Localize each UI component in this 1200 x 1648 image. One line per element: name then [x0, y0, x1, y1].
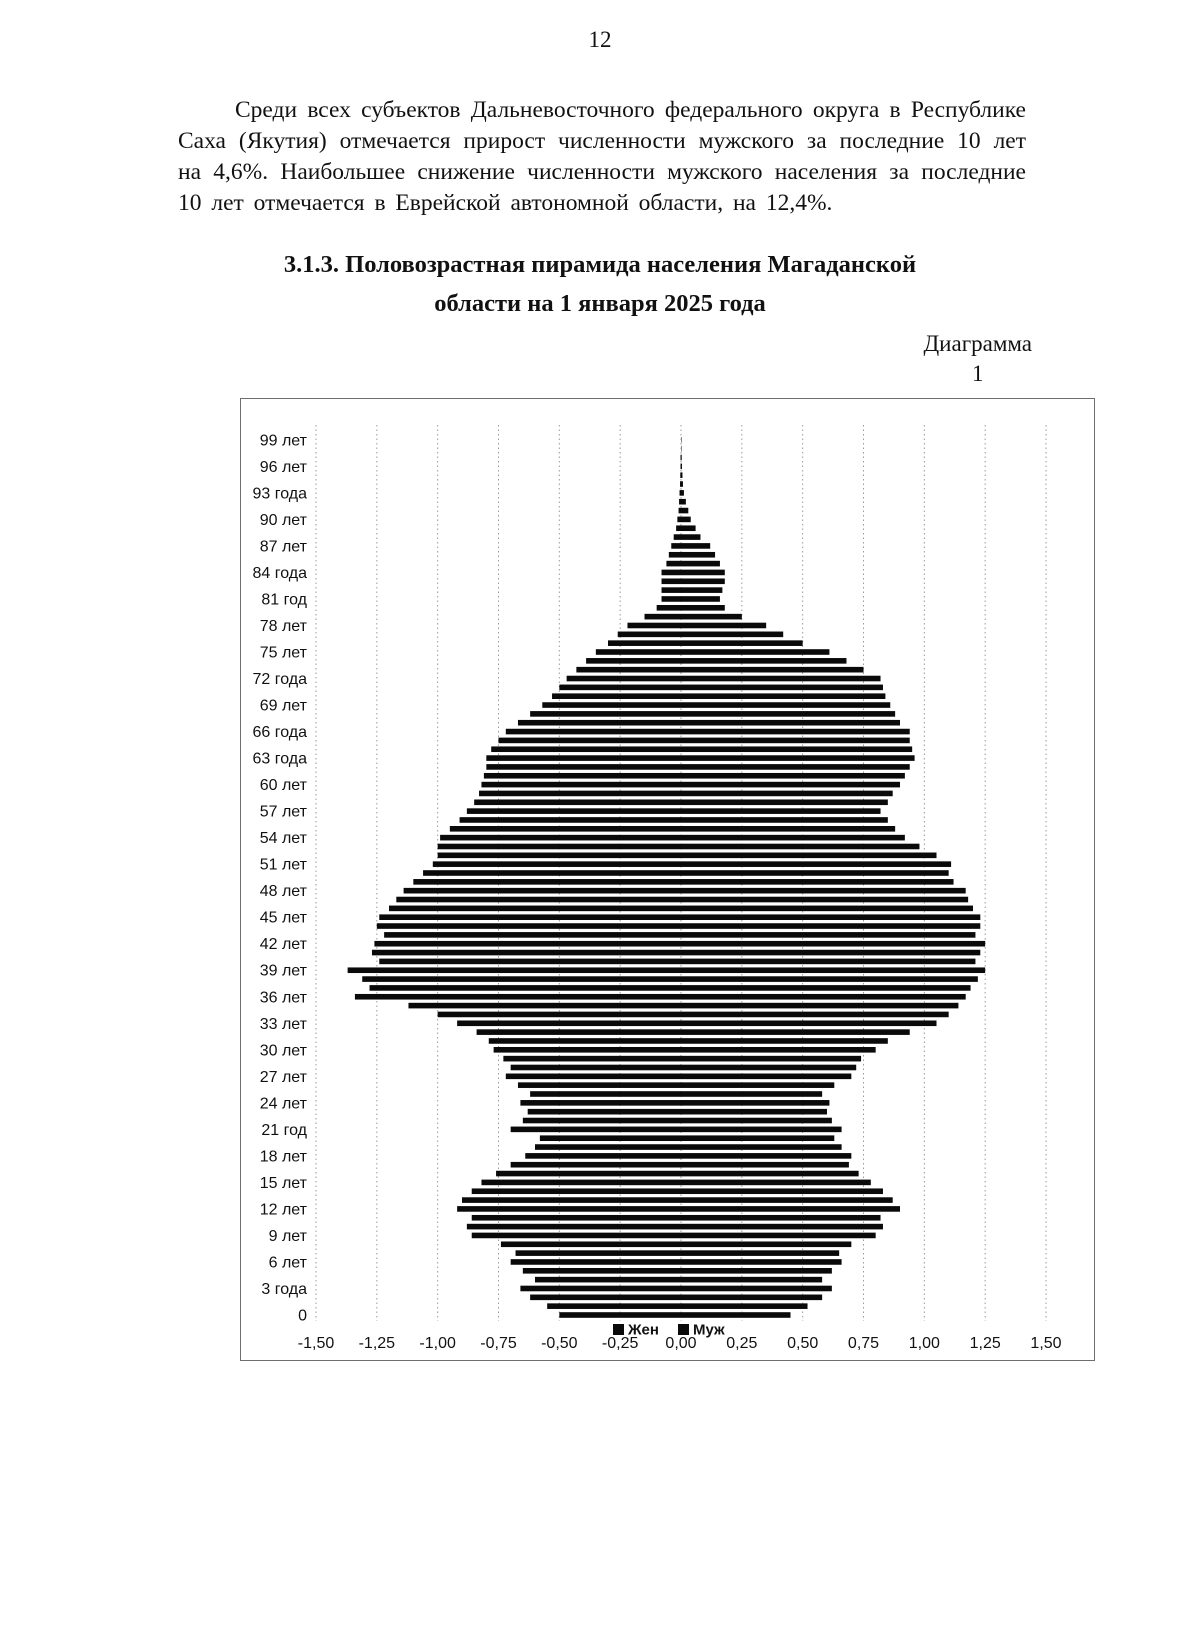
svg-text:-1,00: -1,00	[419, 1335, 456, 1352]
svg-text:48 лет: 48 лет	[260, 883, 308, 900]
svg-text:3 года: 3 года	[261, 1281, 307, 1298]
svg-text:-0,50: -0,50	[541, 1335, 578, 1352]
svg-text:15 лет: 15 лет	[260, 1175, 308, 1192]
svg-text:42 лет: 42 лет	[260, 936, 308, 953]
svg-text:-0,75: -0,75	[480, 1335, 517, 1352]
svg-text:81 год: 81 год	[261, 591, 307, 608]
chart-bars-men	[681, 437, 986, 1318]
svg-text:24 лет: 24 лет	[260, 1095, 308, 1112]
svg-text:0,50: 0,50	[787, 1335, 818, 1352]
svg-text:84 года: 84 года	[252, 565, 307, 582]
section-heading-line2: области на 1 января 2025 года	[434, 290, 766, 317]
svg-text:9 лет: 9 лет	[269, 1228, 308, 1245]
chart-y-axis-labels: 0 3 года 6 лет 9 лет 12 лет 15 лет 18 лет 21 го…	[252, 432, 307, 1324]
svg-text:-0,25: -0,25	[602, 1335, 639, 1352]
svg-text:75 лет: 75 лет	[260, 645, 308, 662]
svg-text:78 лет: 78 лет	[260, 618, 308, 635]
svg-text:1,00: 1,00	[909, 1335, 940, 1352]
svg-text:30 лет: 30 лет	[260, 1042, 308, 1059]
page-number: 12	[588, 27, 612, 52]
svg-text:Жен: Жен	[627, 1322, 659, 1339]
svg-text:45 лет: 45 лет	[260, 910, 308, 927]
svg-text:12 лет: 12 лет	[260, 1201, 308, 1218]
diagram-caption-label: Диаграмма	[923, 331, 1032, 356]
svg-text:6 лет: 6 лет	[269, 1254, 308, 1271]
svg-text:87 лет: 87 лет	[260, 538, 308, 555]
svg-text:51 лет: 51 лет	[260, 857, 308, 874]
svg-text:90 лет: 90 лет	[260, 512, 308, 529]
svg-text:33 лет: 33 лет	[260, 1016, 308, 1033]
svg-text:99 лет: 99 лет	[260, 432, 308, 449]
svg-text:57 лет: 57 лет	[260, 804, 308, 821]
svg-text:-1,25: -1,25	[359, 1335, 396, 1352]
svg-text:0,25: 0,25	[726, 1335, 757, 1352]
legend-swatch-men	[678, 1324, 689, 1335]
svg-text:21 год: 21 год	[261, 1122, 307, 1139]
chart-bars-women	[347, 454, 681, 1318]
diagram-caption: Диаграмма 1	[923, 329, 1032, 389]
svg-text:1,50: 1,50	[1030, 1335, 1061, 1352]
svg-text:72 года: 72 года	[252, 671, 307, 688]
svg-text:Муж: Муж	[693, 1322, 725, 1339]
section-heading-line1: 3.1.3. Половозрастная пирамида населения…	[283, 251, 917, 278]
svg-text:54 лет: 54 лет	[260, 830, 308, 847]
svg-text:1,25: 1,25	[970, 1335, 1001, 1352]
svg-text:0: 0	[298, 1308, 307, 1325]
legend-swatch-women	[613, 1324, 624, 1335]
svg-text:69 лет: 69 лет	[260, 698, 308, 715]
svg-text:36 лет: 36 лет	[260, 989, 308, 1006]
chart-x-axis-labels: -1,50 -1,25 -1,00 -0,75 -0,50 -0,25 0,00 0,25 0,…	[298, 1335, 1062, 1352]
chart-frame: -1,50 -1,25 -1,00 -0,75 -0,50 -0,25 0,00 0,25 0,…	[240, 398, 1095, 1361]
diagram-caption-number: 1	[971, 361, 984, 386]
svg-text:0,00: 0,00	[665, 1335, 696, 1352]
svg-text:93 года: 93 года	[252, 485, 307, 502]
section-heading: 3.1.3. Половозрастная пирамида населения…	[0, 245, 1200, 323]
svg-text:96 лет: 96 лет	[260, 459, 308, 476]
svg-text:60 лет: 60 лет	[260, 777, 308, 794]
chart-legend: Жен Муж	[613, 1322, 725, 1339]
svg-text:27 лет: 27 лет	[260, 1069, 308, 1086]
svg-text:-1,50: -1,50	[298, 1335, 335, 1352]
svg-text:18 лет: 18 лет	[260, 1148, 308, 1165]
svg-text:63 года: 63 года	[252, 751, 307, 768]
svg-text:66 года: 66 года	[252, 724, 307, 741]
body-paragraph: Среди всех субъектов Дальневосточного фе…	[178, 97, 1026, 216]
population-pyramid-chart: -1,50 -1,25 -1,00 -0,75 -0,50 -0,25 0,00 0,25 0,…	[252, 425, 1062, 1352]
svg-text:0,75: 0,75	[848, 1335, 879, 1352]
svg-text:39 лет: 39 лет	[260, 963, 308, 980]
